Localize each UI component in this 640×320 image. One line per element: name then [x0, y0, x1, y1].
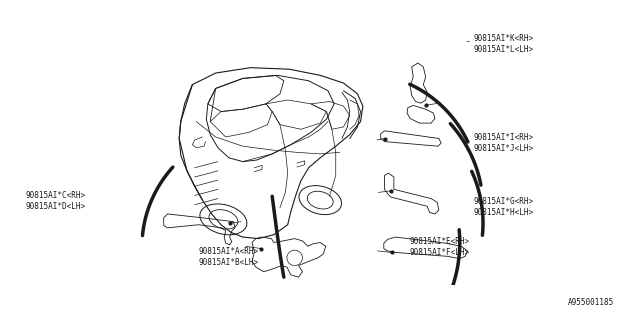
Text: 90815AI*F<LH>: 90815AI*F<LH>: [410, 248, 470, 257]
Text: 90815AI*B<LH>: 90815AI*B<LH>: [198, 258, 259, 267]
Text: 90815AI*K<RH>: 90815AI*K<RH>: [474, 34, 534, 43]
Text: 90815AI*H<LH>: 90815AI*H<LH>: [474, 208, 534, 217]
Text: 90815AI*L<LH>: 90815AI*L<LH>: [474, 45, 534, 54]
Text: 90815AI*E<RH>: 90815AI*E<RH>: [410, 237, 470, 246]
Text: 90815AI*J<LH>: 90815AI*J<LH>: [474, 144, 534, 153]
Text: 90815AI*D<LH>: 90815AI*D<LH>: [26, 202, 86, 211]
Text: 90815AI*I<RH>: 90815AI*I<RH>: [474, 133, 534, 142]
Text: 90815AI*A<RH>: 90815AI*A<RH>: [198, 247, 259, 256]
Text: 90815AI*C<RH>: 90815AI*C<RH>: [26, 191, 86, 200]
Text: 90815AI*G<RH>: 90815AI*G<RH>: [474, 197, 534, 206]
Text: A955001185: A955001185: [568, 298, 614, 307]
